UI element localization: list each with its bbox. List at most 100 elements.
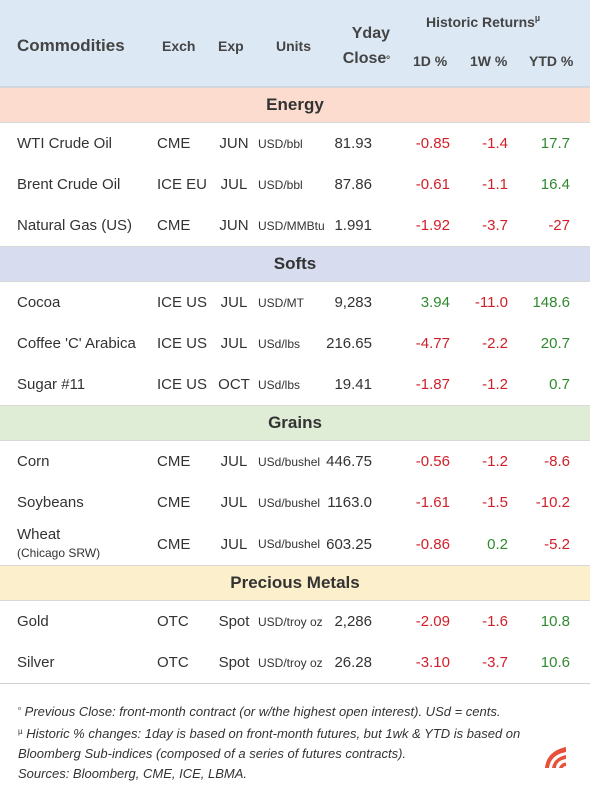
units-cell: USD/MT (258, 295, 304, 310)
expiry-cell: JUN (219, 135, 249, 152)
table-row: Brent Crude Oil ICE EU JUL USD/bbl 87.86 -0.6… (0, 164, 590, 205)
yday-close-cell: 1163.0 (327, 494, 372, 511)
yday-close-cell: 81.93 (334, 135, 372, 152)
expiry-cell: JUL (220, 176, 248, 193)
return-w1-cell: -1.6 (482, 613, 508, 630)
yday-close-cell: 216.65 (326, 335, 372, 352)
return-d1-cell: -1.92 (415, 217, 450, 234)
table-row: Sugar #11 ICE US OCT USd/lbs 19.41 -1.87 -1.2 0… (0, 364, 590, 405)
units-cell: USD/troy oz (258, 614, 323, 629)
table-row: Wheat (Chicago SRW) CME JUL USd/bushel 603.25… (0, 523, 590, 565)
return-w1-cell: -3.7 (482, 654, 508, 671)
return-ytd-cell: 10.6 (540, 654, 570, 671)
return-d1-cell: -3.10 (415, 654, 450, 671)
exchange-cell: OTC (157, 654, 189, 671)
yday-close-cell: 446.75 (326, 453, 372, 470)
return-ytd-cell: -10.2 (535, 494, 570, 511)
exchange-cell: CME (157, 135, 191, 152)
section-header: Energy (0, 87, 590, 123)
units-cell: USd/lbs (258, 336, 301, 351)
units-cell: USD/troy oz (258, 655, 323, 670)
commodity-name: Wheat (17, 526, 61, 543)
return-ytd-cell: -27 (548, 217, 570, 234)
return-ytd-cell: 17.7 (540, 135, 570, 152)
header-exp: Exp (218, 38, 244, 54)
commodity-name: Sugar #11 (17, 376, 86, 393)
expiry-cell: Spot (218, 613, 250, 630)
exchange-cell: CME (157, 494, 191, 511)
commodity-name: Corn (17, 453, 50, 470)
header-yday-mark: ᵒ (386, 53, 390, 63)
header-historic-mark: µ (534, 13, 541, 23)
yday-close-cell: 26.28 (334, 654, 372, 671)
exchange-cell: CME (157, 217, 191, 234)
commodity-name: WTI Crude Oil (17, 135, 113, 152)
table-row: Corn CME JUL USd/bushel 446.75 -0.56 -1.2 -8.6 (0, 441, 590, 482)
units-cell: USd/bushel (258, 454, 321, 469)
footnote-previous-close: ᵒ Previous Close: front-month contract (… (18, 700, 572, 722)
header-1w: 1W % (470, 53, 508, 69)
exchange-cell: ICE US (157, 376, 208, 393)
return-d1-cell: 3.94 (420, 294, 450, 311)
commodity-name: Silver (17, 654, 55, 671)
table-row: Gold OTC Spot USD/troy oz 2,286 -2.09 -1.6 10.8 (0, 601, 590, 642)
table-row: Coffee 'C' Arabica ICE US JUL USd/lbs 216.65… (0, 323, 590, 364)
table-row: WTI Crude Oil CME JUN USD/bbl 81.93 -0.85 -1.4… (0, 123, 590, 164)
commodity-name: Soybeans (17, 494, 84, 511)
expiry-cell: Spot (218, 654, 250, 671)
commodity-subname: (Chicago SRW) (17, 546, 101, 560)
header-ytd: YTD % (529, 53, 574, 69)
footnote-sources: Sources: Bloomberg, CME, ICE, LBMA. (18, 766, 248, 781)
exchange-cell: CME (157, 453, 191, 470)
return-d1-cell: -2.09 (415, 613, 450, 630)
units-cell: USd/bushel (258, 495, 321, 510)
return-w1-cell: 0.2 (487, 535, 508, 553)
commodity-name-cell: Wheat (Chicago SRW) (17, 523, 157, 565)
yday-close-cell: 9,283 (334, 294, 372, 311)
return-d1-cell: -0.56 (415, 453, 450, 470)
exchange-cell: CME (157, 535, 191, 553)
footnote-close-text: Previous Close: front-month contract (or… (24, 704, 501, 719)
return-d1-cell: -0.85 (415, 135, 450, 152)
yday-close-cell: 603.25 (326, 535, 372, 553)
expiry-cell: JUL (220, 535, 248, 553)
return-ytd-cell: 20.7 (540, 335, 570, 352)
section-header: Softs (0, 246, 590, 282)
return-w1-cell: -1.2 (482, 453, 508, 470)
units-cell: USD/MMBtu (258, 218, 325, 233)
exchange-cell: ICE US (157, 294, 208, 311)
commodity-name: Cocoa (17, 294, 61, 311)
commodity-name: Natural Gas (US) (17, 217, 133, 234)
expiry-cell: JUN (219, 217, 249, 234)
header-yday-line1: Yday (351, 25, 390, 42)
section-header: Grains (0, 405, 590, 441)
yday-close-cell: 1.991 (334, 217, 372, 234)
return-d1-cell: -0.61 (415, 176, 450, 193)
return-d1-cell: -0.86 (415, 535, 450, 553)
return-ytd-cell: 10.8 (540, 613, 570, 630)
units-cell: USD/bbl (258, 177, 303, 192)
return-d1-cell: -1.87 (415, 376, 450, 393)
header-historic-label: Historic Returns (426, 14, 535, 30)
header-exch: Exch (162, 38, 196, 54)
return-d1-cell: -4.77 (415, 335, 450, 352)
return-ytd-cell: -8.6 (544, 453, 570, 470)
return-w1-cell: -1.1 (482, 176, 508, 193)
expiry-cell: JUL (220, 453, 248, 470)
return-w1-cell: -11.0 (474, 294, 508, 311)
footnote-mark-historic: µ (18, 727, 23, 736)
return-ytd-cell: 148.6 (532, 294, 570, 311)
table-row: Soybeans CME JUL USd/bushel 1163.0 -1.61 -1.5 -… (0, 482, 590, 523)
return-w1-cell: -2.2 (482, 335, 508, 352)
commodity-name-stack: Wheat (Chicago SRW) (17, 525, 100, 563)
yday-close-cell: 19.41 (334, 376, 372, 393)
expiry-cell: OCT (218, 376, 250, 393)
footnote-historic: µ Historic % changes: 1day is based on f… (18, 722, 572, 764)
return-w1-cell: -1.4 (482, 135, 508, 152)
units-cell: USd/lbs (258, 377, 301, 392)
table-row: Silver OTC Spot USD/troy oz 26.28 -3.10 -3.7 10… (0, 642, 590, 683)
table-header: Commodities Exch Exp Units Yday Closeᵒ H… (0, 0, 590, 87)
return-ytd-cell: 0.7 (549, 376, 570, 393)
return-w1-cell: -3.7 (482, 217, 508, 234)
units-cell: USD/bbl (258, 136, 303, 151)
